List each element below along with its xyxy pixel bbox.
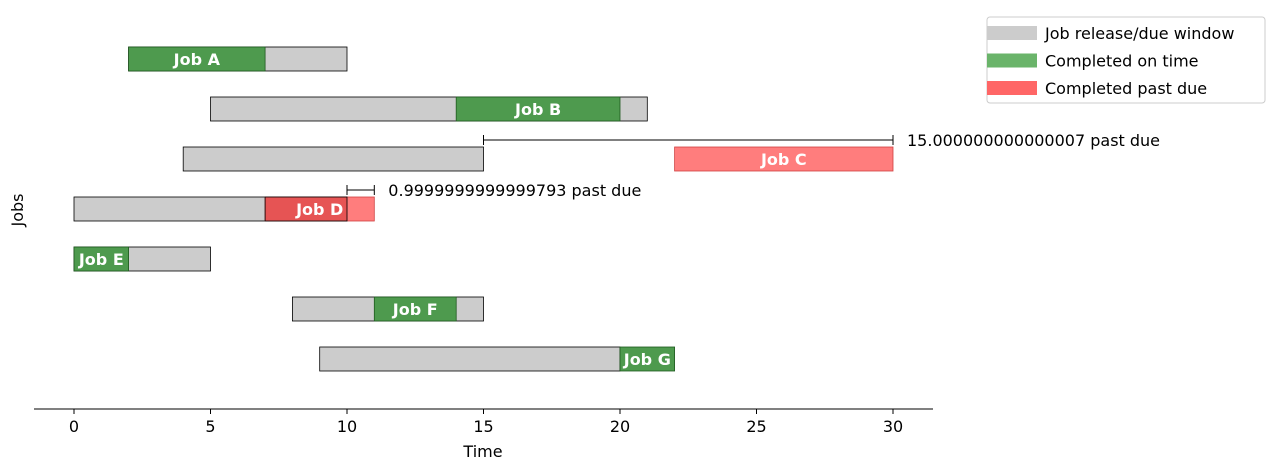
job-g-bar-label: Job G — [623, 350, 671, 369]
x-tick-label-20: 20 — [610, 417, 630, 436]
job-c-past-due-label: 15.000000000000007 past due — [907, 131, 1160, 150]
y-axis-title: Jobs — [8, 194, 27, 228]
job-e-bar-label: Job E — [78, 250, 124, 269]
legend-swatch-past-due — [987, 81, 1037, 95]
legend-swatch-window — [987, 26, 1037, 40]
x-tick-label-15: 15 — [473, 417, 493, 436]
legend-label-on-time: Completed on time — [1045, 52, 1199, 71]
job-c-window-bar — [182, 146, 484, 172]
job-g-window-bar — [319, 346, 621, 372]
x-tick-label-25: 25 — [746, 417, 766, 436]
x-tick-label-10: 10 — [337, 417, 357, 436]
x-tick-label-0: 0 — [69, 417, 79, 436]
x-tick-label-30: 30 — [883, 417, 903, 436]
job-b-bar-label: Job B — [514, 100, 561, 119]
job-f-bar-label: Job F — [392, 300, 438, 319]
legend: Job release/due window Completed on time C… — [986, 16, 1266, 104]
bars-layer: Job A Job B Job C Job D Job E Job F Job G — [73, 46, 894, 372]
x-axis: 0 5 10 15 20 25 30 — [34, 408, 933, 436]
job-e-execution-bar — [73, 246, 129, 272]
job-g-execution-bar — [619, 346, 675, 372]
job-d-overlap-segment — [264, 196, 348, 222]
job-b-execution-bar — [455, 96, 621, 122]
job-c-execution-bar — [674, 146, 894, 172]
x-axis-title: Time — [462, 442, 502, 461]
job-a-execution-bar — [128, 46, 266, 72]
job-f-execution-bar — [373, 296, 457, 322]
job-c-bar-label: Job C — [760, 150, 807, 169]
legend-label-past-due: Completed past due — [1045, 79, 1207, 98]
legend-label-window: Job release/due window — [1044, 24, 1234, 43]
annotations-layer: 15.000000000000007 past due 0.99999999999… — [346, 131, 1160, 200]
job-d-past-due-label: 0.9999999999999793 past due — [388, 181, 641, 200]
job-a-bar-label: Job A — [173, 50, 221, 69]
legend-swatch-on-time — [987, 53, 1037, 68]
x-tick-label-5: 5 — [205, 417, 215, 436]
job-d-bar-label: Job D — [295, 200, 343, 219]
